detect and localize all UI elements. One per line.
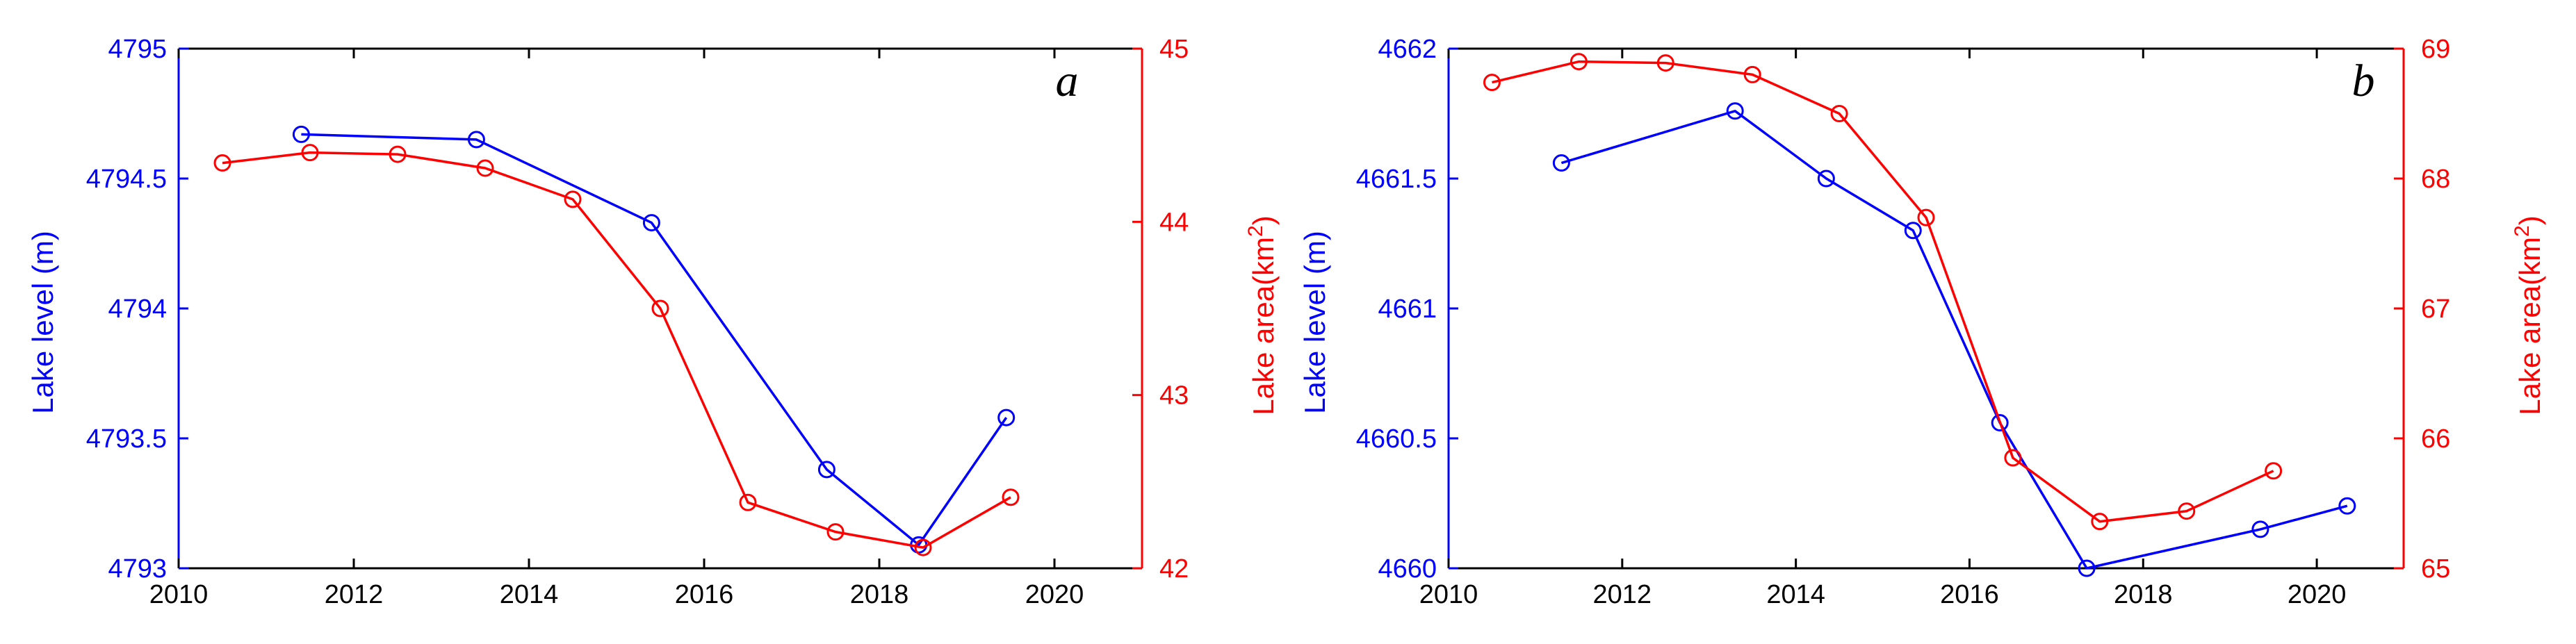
series-left-axis <box>1552 102 2356 577</box>
x-tick-label: 2018 <box>2114 580 2173 609</box>
y-left-tick-label: 4660.5 <box>1356 424 1437 454</box>
x-tick-label: 2016 <box>675 580 734 609</box>
data-point-marker <box>213 154 231 172</box>
x-tick-label: 2020 <box>2288 580 2347 609</box>
panel-label: b <box>2352 56 2375 106</box>
x-tick-label: 2012 <box>325 580 384 609</box>
y-right-axis-label-sup: 2 <box>2511 225 2534 237</box>
data-point-marker <box>997 408 1016 427</box>
y-right-tick-label: 43 <box>1159 381 1189 411</box>
data-point-marker <box>2178 502 2196 520</box>
y-right-axis-label-tail: ) <box>1247 215 1280 225</box>
y-left-axis-label: Lake level (m) <box>26 231 59 414</box>
data-point-marker <box>826 523 845 541</box>
y-right-axis-label-main: Lake area(km <box>1247 237 1280 415</box>
data-point-marker <box>2091 513 2109 531</box>
y-left-tick-label: 4793.5 <box>86 424 167 454</box>
data-point-marker <box>2251 520 2269 538</box>
y-left-tick-label: 4793 <box>108 554 167 584</box>
data-point-marker <box>1483 74 1501 92</box>
data-point-marker <box>739 493 757 511</box>
y-right-axis-label: Lake area(km2) <box>2511 215 2546 415</box>
data-point-marker <box>817 461 835 479</box>
y-left-tick-label: 4795 <box>108 35 167 64</box>
series-line <box>1492 60 2274 523</box>
data-point-marker <box>292 125 310 143</box>
series-right-axis <box>213 144 1020 556</box>
data-point-marker <box>1552 154 1570 172</box>
series-line <box>222 151 1011 549</box>
data-point-marker <box>564 190 582 208</box>
data-point-marker <box>1817 170 1835 188</box>
y-right-tick-label: 67 <box>2421 295 2450 324</box>
y-right-axis-label-main: Lake area(km <box>2513 237 2546 415</box>
x-tick-label: 2010 <box>1419 580 1478 609</box>
y-right-tick-label: 44 <box>1159 208 1189 237</box>
data-point-marker <box>301 144 319 162</box>
data-point-marker <box>2078 559 2096 577</box>
y-right-tick-label: 66 <box>2421 424 2450 454</box>
data-point-marker <box>2004 449 2022 467</box>
y-right-axis-label-tail: ) <box>2513 215 2546 225</box>
panel-b: 2010 2012 2014 2016 2018 2020 4660 4660.5 4661 46… <box>1298 35 2546 609</box>
data-point-marker <box>1002 488 1020 506</box>
data-point-marker <box>1743 65 1761 83</box>
data-point-marker <box>1726 102 1744 120</box>
y-left-tick-label: 4660 <box>1378 554 1437 584</box>
x-tick-label: 2020 <box>1025 580 1084 609</box>
series-line <box>1560 110 2348 570</box>
data-point-marker <box>1830 105 1848 122</box>
x-tick-label: 2014 <box>1766 580 1825 609</box>
y-right-tick-label: 42 <box>1159 554 1189 584</box>
data-point-marker <box>1656 54 1674 72</box>
y-right-tick-label: 65 <box>2421 554 2450 584</box>
y-left-tick-label: 4662 <box>1378 35 1437 64</box>
data-point-marker <box>1904 222 1922 240</box>
data-point-marker <box>467 131 485 149</box>
y-left-tick-label: 4661 <box>1378 295 1437 324</box>
data-point-marker <box>651 299 669 317</box>
y-right-tick-label: 45 <box>1159 35 1189 64</box>
y-right-axis-label: Lake area(km2) <box>1244 215 1280 415</box>
data-point-marker <box>642 214 660 232</box>
x-tick-label: 2018 <box>850 580 909 609</box>
data-point-marker <box>1917 208 1935 226</box>
y-left-tick-label: 4794 <box>108 295 167 324</box>
data-point-marker <box>2338 497 2356 515</box>
data-point-marker <box>1991 414 2009 432</box>
y-left-axis-label: Lake level (m) <box>1298 231 1331 414</box>
data-point-marker <box>476 159 494 177</box>
x-tick-label: 2010 <box>149 580 209 609</box>
data-point-marker <box>389 145 407 163</box>
data-point-marker <box>914 538 932 556</box>
series-line <box>301 133 1008 547</box>
y-left-tick-label: 4794.5 <box>86 165 167 194</box>
y-left-tick-label: 4661.5 <box>1356 165 1437 194</box>
y-right-tick-label: 68 <box>2421 165 2450 194</box>
panel-label: a <box>1056 56 1079 106</box>
x-tick-label: 2016 <box>1940 580 1999 609</box>
series-left-axis <box>292 125 1016 554</box>
panel-a: 2010 2012 2014 2016 2018 2020 4793 4793.5 4794 47… <box>26 35 1280 609</box>
y-right-tick-label: 69 <box>2421 35 2450 64</box>
x-tick-label: 2012 <box>1593 580 1652 609</box>
y-right-axis-label-sup: 2 <box>1244 225 1267 237</box>
x-tick-label: 2014 <box>500 580 559 609</box>
data-point-marker <box>2265 462 2283 480</box>
series-right-axis <box>1483 53 2283 531</box>
data-point-marker <box>1570 53 1588 71</box>
